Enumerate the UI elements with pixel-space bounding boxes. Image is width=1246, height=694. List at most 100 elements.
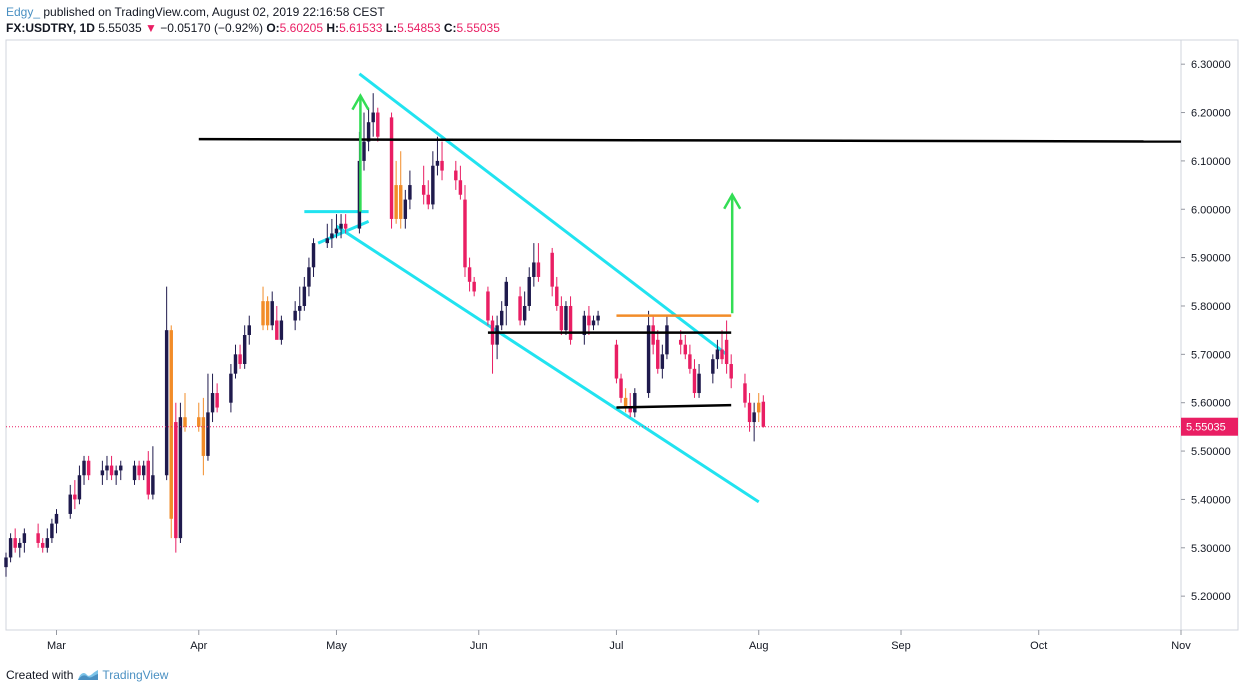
candle	[656, 330, 660, 374]
channel-lower-line	[335, 224, 760, 504]
candle-body	[18, 542, 22, 548]
candle	[270, 291, 274, 331]
candle	[265, 296, 270, 331]
tradingview-brand[interactable]: TradingView	[77, 668, 168, 682]
candle	[660, 344, 665, 379]
candle	[394, 160, 398, 224]
candle	[68, 484, 72, 519]
candle	[311, 238, 316, 277]
ohlc-legend: FX:USDTRY, 1D 5.55035 ▼ −0.05170 (−0.92%…	[6, 20, 500, 36]
author-name[interactable]: Edgy_	[6, 5, 41, 19]
candle-body	[587, 315, 591, 326]
candle-body	[201, 417, 206, 456]
candle	[678, 330, 683, 355]
candle-body	[233, 354, 238, 374]
time-tick-label: Jul	[609, 640, 623, 652]
candle	[242, 325, 247, 369]
candle-body	[724, 339, 729, 365]
candle	[151, 446, 155, 500]
candle	[559, 296, 564, 335]
candle	[339, 214, 343, 239]
candle-body	[174, 422, 178, 539]
candle-body	[555, 286, 559, 306]
time-tick-label: May	[326, 640, 347, 652]
last-price: 5.55035	[98, 21, 142, 35]
candle-body	[242, 335, 247, 365]
candle-body	[651, 325, 655, 345]
candle-body	[307, 267, 311, 287]
price-axis[interactable]: 5.20000 5.30000 5.40000 5.50000 5.60000 5.700…	[1181, 59, 1238, 603]
candle	[619, 373, 623, 403]
candle	[743, 373, 747, 408]
candle	[362, 112, 366, 171]
open-label: O:	[266, 21, 280, 35]
symbol-label: FX:USDTRY, 1D	[6, 21, 95, 35]
candle-body	[743, 383, 747, 403]
candle-body	[325, 238, 330, 244]
candle-body	[8, 538, 13, 558]
candle-body	[343, 223, 348, 229]
time-axis[interactable]: Mar Apr May Jun Jul Aug Sep Oct Nov	[47, 630, 1191, 652]
candle-body	[371, 112, 375, 123]
candle	[555, 276, 559, 311]
candle	[86, 455, 91, 481]
candle-body	[499, 310, 504, 326]
tradingview-brand-label: TradingView	[102, 668, 169, 682]
candle	[495, 315, 499, 360]
candle	[499, 301, 504, 331]
candle-body	[366, 122, 371, 142]
candle-body	[399, 185, 403, 219]
created-with-text: Created with	[6, 668, 74, 682]
candle	[651, 315, 655, 355]
candle-body	[22, 533, 27, 543]
candle	[279, 315, 284, 345]
candle-body	[720, 349, 724, 360]
candle	[697, 364, 701, 398]
candle	[261, 286, 265, 331]
candle-body	[527, 276, 531, 306]
chart-header: Edgy_ published on TradingView.com, Augu…	[6, 4, 500, 36]
candle	[82, 455, 86, 485]
chart-border	[5, 39, 1239, 631]
candle-body	[109, 465, 114, 476]
candle-body	[77, 475, 82, 500]
candle-body	[178, 417, 183, 539]
candle	[206, 373, 210, 461]
candle	[403, 189, 408, 229]
candle-body	[119, 465, 123, 471]
close-label: C:	[443, 21, 457, 35]
candle-body	[688, 354, 692, 369]
candle	[275, 305, 279, 340]
candle-body	[197, 417, 201, 427]
candle-body	[394, 185, 398, 219]
candle	[440, 141, 444, 181]
candle	[688, 344, 692, 374]
candle-body	[13, 538, 17, 548]
candle	[683, 335, 688, 360]
candle-body	[761, 401, 766, 427]
target-arrow-may-head	[351, 93, 370, 111]
published-text: published on TradingView.com, August 02,…	[43, 5, 385, 19]
candle-body	[164, 330, 169, 476]
candle-body	[82, 460, 86, 476]
candle	[490, 315, 495, 374]
price-tick-label: 5.20000	[1191, 591, 1231, 603]
candle-body	[697, 373, 701, 394]
candle-body	[495, 325, 499, 345]
candle	[536, 243, 541, 282]
candle	[50, 518, 54, 543]
candle-body	[623, 397, 628, 408]
candle-body	[431, 165, 435, 205]
candle	[109, 455, 114, 481]
candle-body	[403, 199, 408, 219]
candle	[4, 552, 8, 577]
low-label: L:	[385, 21, 398, 35]
candle-body	[463, 199, 467, 268]
candle	[504, 276, 509, 326]
candle-body	[376, 112, 380, 137]
candle-body	[210, 393, 215, 413]
tradingview-logo-icon	[78, 670, 99, 680]
candle	[724, 320, 729, 374]
candle	[334, 214, 339, 239]
